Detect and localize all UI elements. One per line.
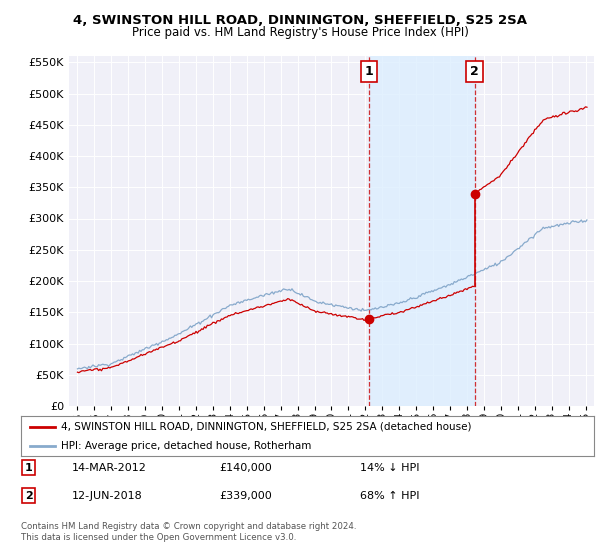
Text: £140,000: £140,000 [219, 463, 272, 473]
Text: 1: 1 [25, 463, 32, 473]
Text: 14% ↓ HPI: 14% ↓ HPI [360, 463, 419, 473]
Bar [369, 56, 475, 406]
Text: 2: 2 [25, 491, 32, 501]
Text: Contains HM Land Registry data © Crown copyright and database right 2024.: Contains HM Land Registry data © Crown c… [21, 522, 356, 531]
Text: 68% ↑ HPI: 68% ↑ HPI [360, 491, 419, 501]
Text: £339,000: £339,000 [219, 491, 272, 501]
Text: 14-MAR-2012: 14-MAR-2012 [72, 463, 147, 473]
Text: 12-JUN-2018: 12-JUN-2018 [72, 491, 143, 501]
Text: 1: 1 [365, 65, 373, 78]
Text: HPI: Average price, detached house, Rotherham: HPI: Average price, detached house, Roth… [61, 441, 311, 450]
Text: 2: 2 [470, 65, 479, 78]
Text: Price paid vs. HM Land Registry's House Price Index (HPI): Price paid vs. HM Land Registry's House … [131, 26, 469, 39]
Text: This data is licensed under the Open Government Licence v3.0.: This data is licensed under the Open Gov… [21, 533, 296, 542]
Text: 4, SWINSTON HILL ROAD, DINNINGTON, SHEFFIELD, S25 2SA (detached house): 4, SWINSTON HILL ROAD, DINNINGTON, SHEFF… [61, 422, 472, 432]
Text: 4, SWINSTON HILL ROAD, DINNINGTON, SHEFFIELD, S25 2SA: 4, SWINSTON HILL ROAD, DINNINGTON, SHEFF… [73, 14, 527, 27]
